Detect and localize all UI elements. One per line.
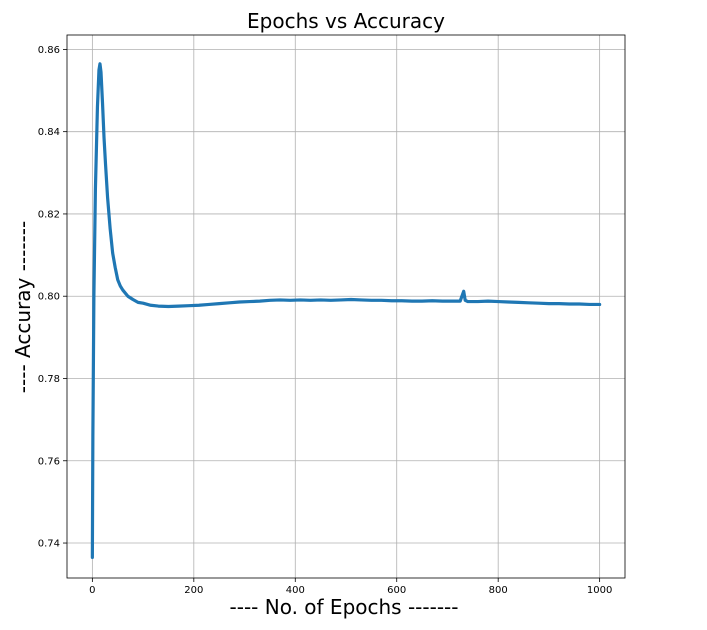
tick-layer: 0 200 400 600 800 1000 0.74 0.76 0.78 0.80 0.82 0.8… xyxy=(38,45,613,596)
x-tick-label: 800 xyxy=(489,585,508,596)
series-layer xyxy=(90,62,602,560)
y-tick-label: 0.74 xyxy=(38,539,60,550)
y-tick-label: 0.82 xyxy=(38,209,60,220)
x-tick-label: 400 xyxy=(286,585,305,596)
y-tick-label: 0.76 xyxy=(38,456,60,467)
x-tick-label: 0 xyxy=(89,585,95,596)
accuracy-series-line xyxy=(90,62,602,560)
x-tick-label: 600 xyxy=(387,585,406,596)
x-tick-label: 200 xyxy=(184,585,203,596)
y-tick-label: 0.80 xyxy=(38,292,60,303)
chart-title: Epochs vs Accuracy xyxy=(247,9,445,33)
y-tick-label: 0.86 xyxy=(38,45,60,56)
plot-frame xyxy=(66,34,626,579)
y-tick-label: 0.78 xyxy=(38,374,60,385)
y-tick-label: 0.84 xyxy=(38,127,60,138)
y-axis-label: ---- Accuray ------- xyxy=(11,221,35,393)
grid-layer xyxy=(67,35,625,578)
x-axis-label: ---- No. of Epochs ------- xyxy=(230,595,459,619)
x-tick-label: 1000 xyxy=(587,585,612,596)
